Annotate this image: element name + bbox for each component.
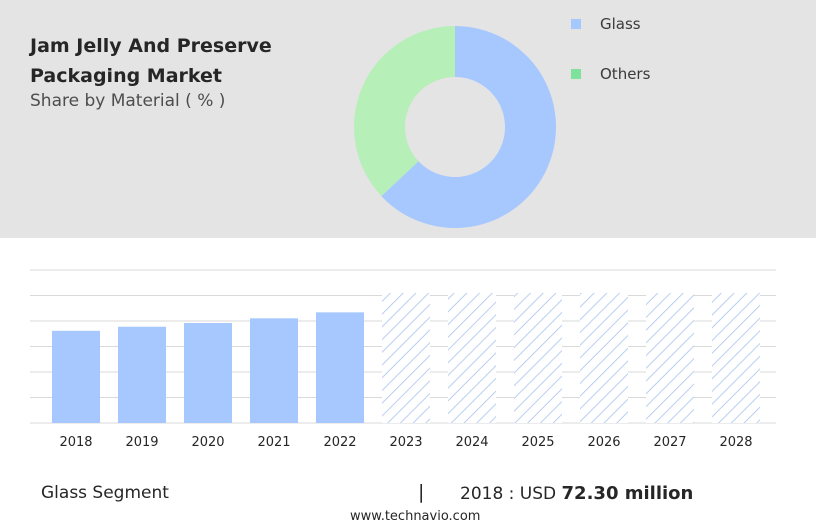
bar-2018 (52, 330, 100, 423)
x-tick-label: 2022 (323, 435, 356, 450)
chart-subtitle: Share by Material ( % ) (30, 91, 226, 111)
x-tick-label: 2018 (59, 435, 92, 450)
x-tick-label: 2025 (521, 435, 554, 450)
chart-title: Jam Jelly And Preserve Packaging Market (30, 35, 272, 87)
bar-2019 (118, 326, 166, 423)
segment-value-prefix: 2018 : USD (460, 484, 557, 504)
x-tick-label: 2026 (587, 435, 620, 450)
donut-slice-others (354, 26, 455, 197)
forecast-bar-2023 (382, 292, 430, 423)
site-url: www.technavio.com (350, 509, 481, 524)
bar-2020 (184, 323, 232, 423)
x-tick-label: 2023 (389, 435, 422, 450)
footer-divider: | (418, 481, 425, 503)
x-tick-label: 2027 (653, 435, 686, 450)
donut-chart (354, 26, 556, 228)
bar-2022 (316, 312, 364, 423)
segment-label: Glass Segment (41, 483, 169, 503)
x-tick-label: 2019 (125, 435, 158, 450)
segment-value: 2018 : USD 72.30 million (460, 483, 693, 504)
bar-chart: 2018 2019 2020 2021 2022 2023 2024 2025 2026 2027… (30, 269, 776, 450)
x-tick-label: 2020 (191, 435, 224, 450)
legend-swatch-glass (571, 19, 581, 29)
forecast-bar-2025 (514, 292, 562, 423)
forecast-bar-2028 (712, 292, 760, 423)
segment-value-amount: 72.30 million (561, 483, 694, 504)
x-tick-label: 2024 (455, 435, 488, 450)
legend-label-glass: Glass (600, 15, 641, 33)
x-tick-label: 2028 (719, 435, 752, 450)
legend-label-others: Others (600, 65, 651, 83)
x-tick-label: 2021 (257, 435, 290, 450)
bar-2021 (250, 318, 298, 423)
forecast-bar-2027 (646, 292, 694, 423)
donut-slice-glass (381, 26, 556, 228)
forecast-bar-2024 (448, 292, 496, 423)
forecast-bar-2026 (580, 292, 628, 423)
legend-swatch-others (571, 69, 581, 79)
